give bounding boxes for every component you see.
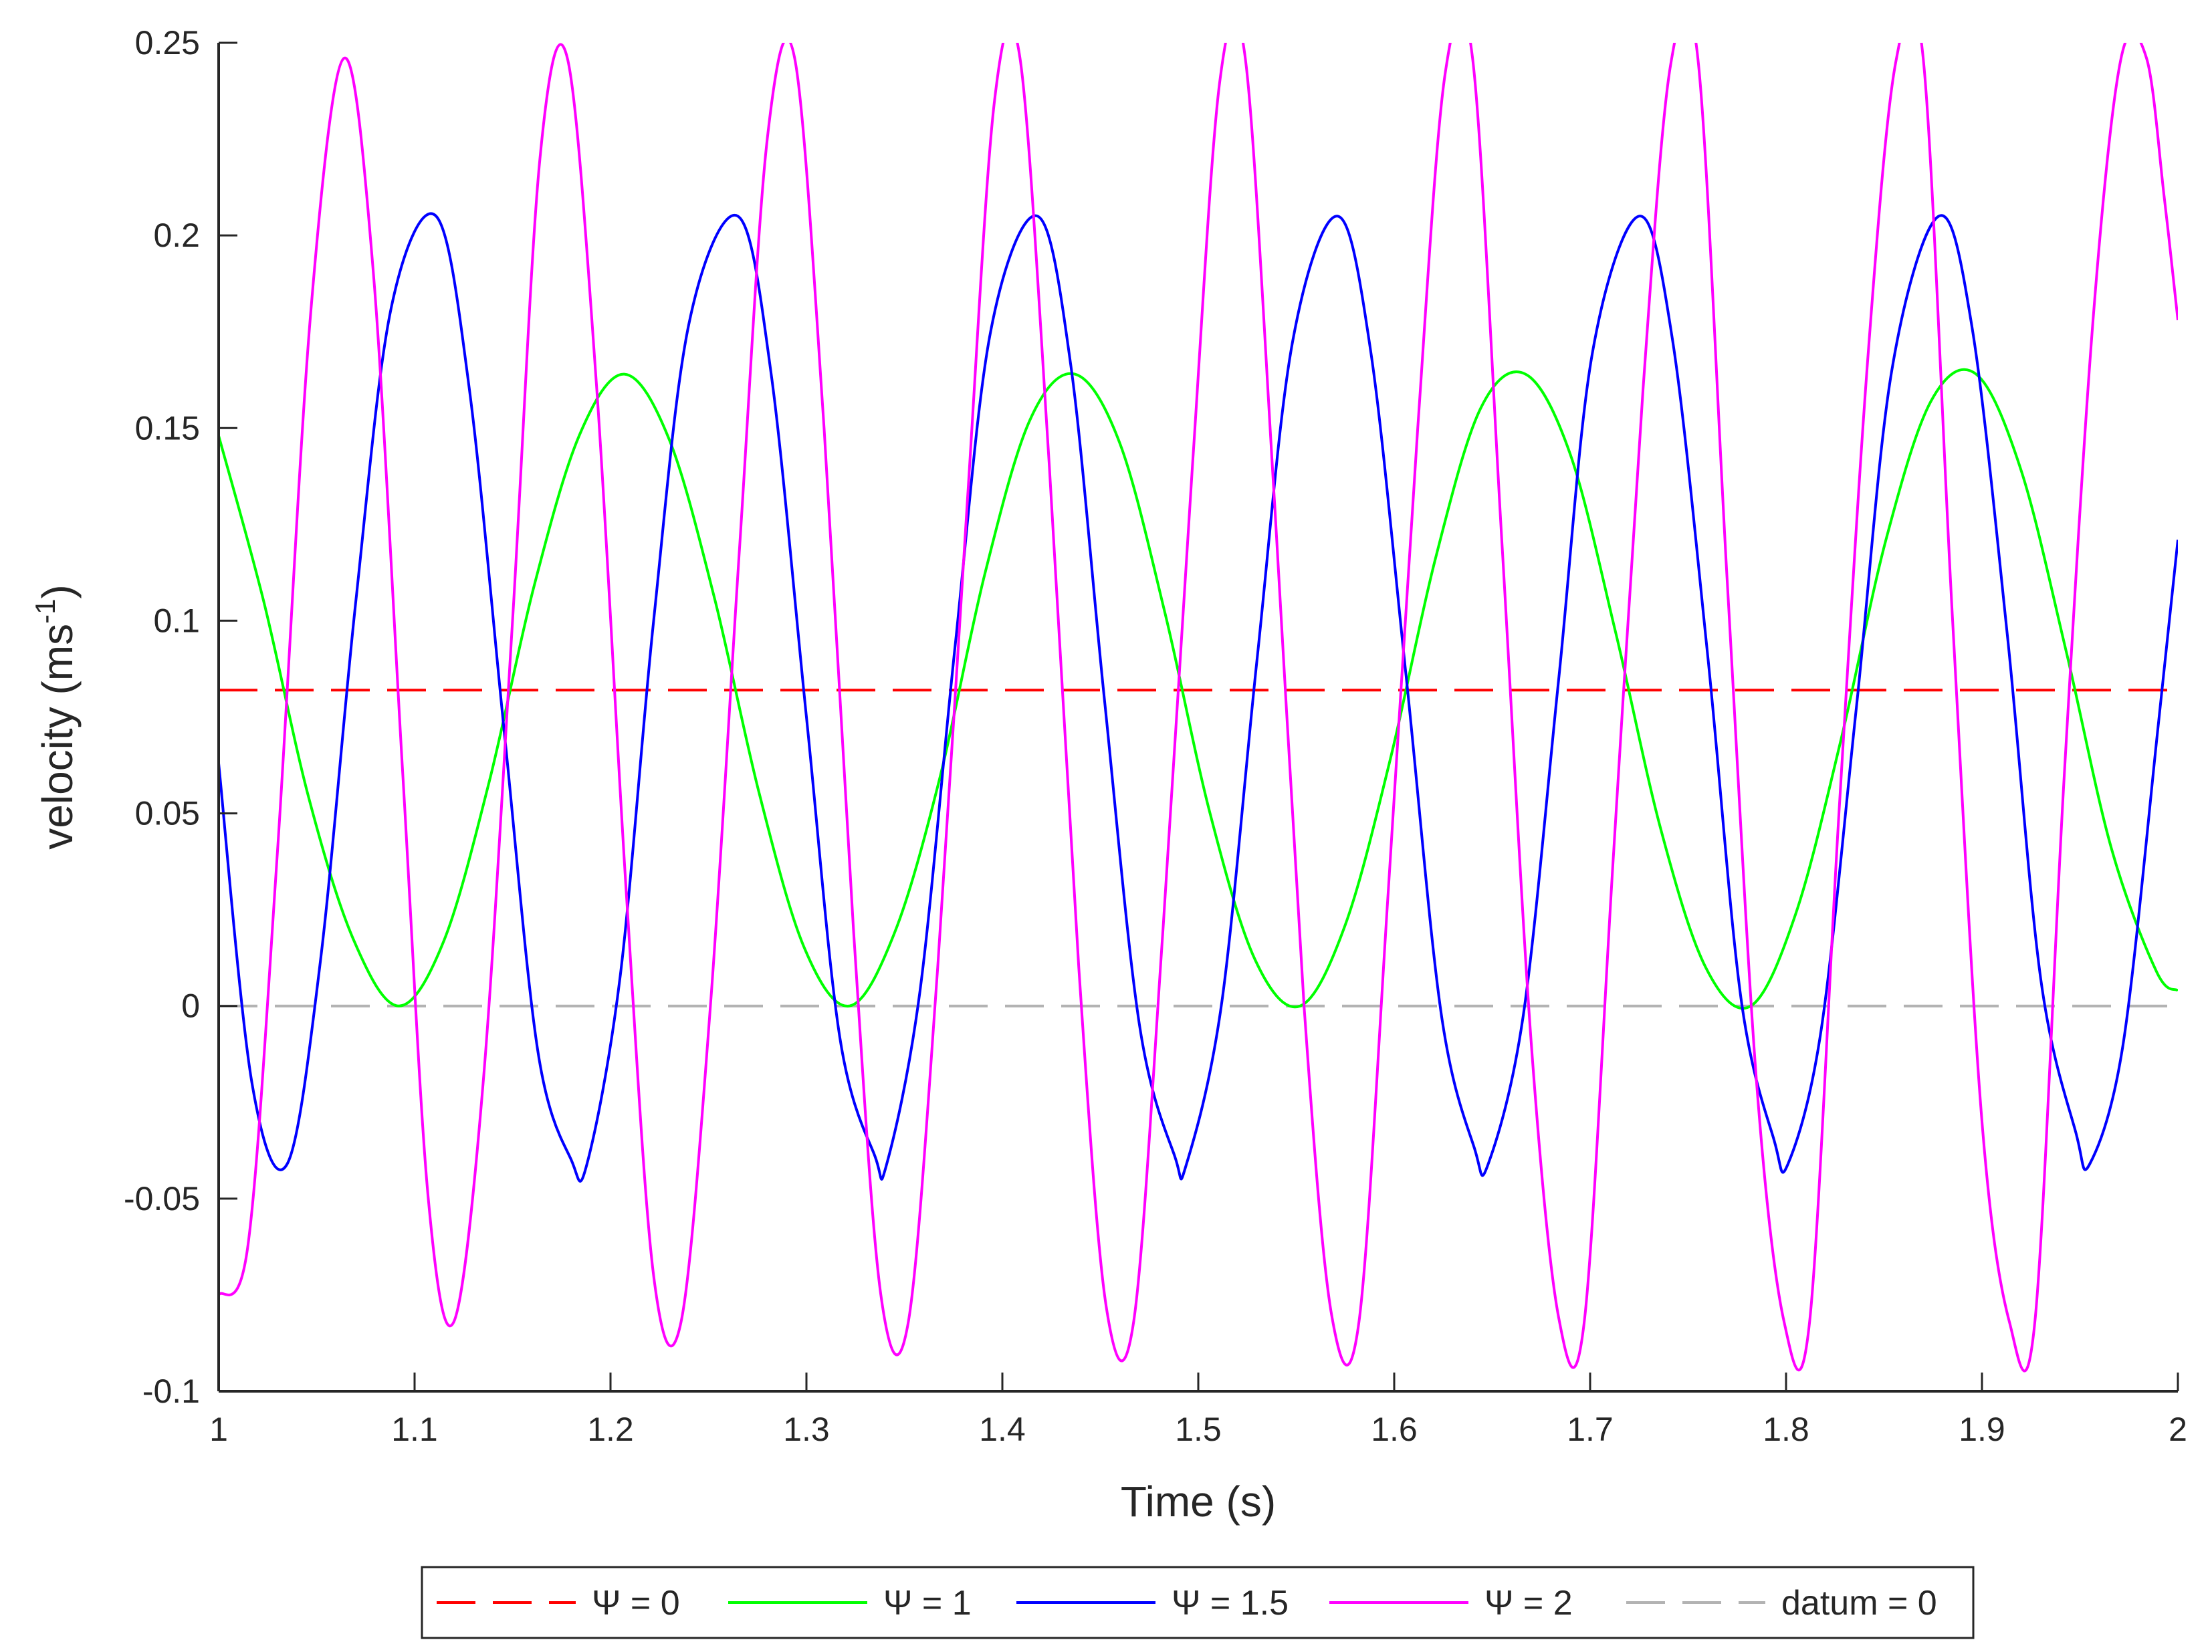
- y-tick-label: -0.05: [124, 1180, 200, 1217]
- x-tick-label: 1.5: [1175, 1411, 1222, 1448]
- legend-items: Ψ = 0 Ψ = 1 Ψ = 1.5 Ψ = 2 datum = 0: [437, 1584, 1937, 1623]
- y-tick-label: 0.05: [135, 795, 200, 832]
- y-axis-title-main: velocity (ms: [33, 624, 82, 850]
- y-axis-title: velocity (ms-1): [29, 584, 82, 849]
- x-tick-label: 1.8: [1763, 1411, 1809, 1448]
- series-line-3: [219, 43, 2178, 1373]
- y-axis-title-superscript: -1: [29, 599, 61, 624]
- x-tick-label: 1: [209, 1411, 228, 1448]
- y-tick-label: 0.1: [153, 602, 200, 639]
- x-tick-label: 1.6: [1371, 1411, 1418, 1448]
- legend-label-3: Ψ = 2: [1484, 1584, 1573, 1623]
- x-tick-label: 1.9: [1959, 1411, 2005, 1448]
- series-line-1: [219, 368, 2178, 1010]
- legend-label-0: Ψ = 0: [592, 1584, 680, 1623]
- legend-label-1: Ψ = 1: [883, 1584, 972, 1623]
- y-ticks: -0.1 -0.05 0 0.05 0.1 0.15 0.2 0.25: [124, 24, 237, 1410]
- x-tick-label: 1.2: [587, 1411, 634, 1448]
- y-tick-label: 0.2: [153, 217, 200, 254]
- x-tick-label: 1.3: [783, 1411, 830, 1448]
- y-tick-label: -0.1: [142, 1373, 200, 1410]
- x-tick-label: 1.4: [979, 1411, 1026, 1448]
- series-line-2: [219, 212, 2178, 1183]
- x-ticks: 1 1.1 1.2 1.3 1.4 1.5 1.6 1.7 1.8 1.9 2: [209, 1373, 2187, 1448]
- y-axis-title-close: ): [33, 584, 82, 598]
- legend-label-4: datum = 0: [1781, 1584, 1937, 1623]
- x-axis-title: Time (s): [1121, 1478, 1276, 1526]
- y-tick-label: 0.25: [135, 24, 200, 62]
- y-tick-label: 0: [181, 987, 200, 1025]
- axes: 1 1.1 1.2 1.3 1.4 1.5 1.6 1.7 1.8 1.9 2 -0.1 -0.05 0…: [124, 24, 2187, 1448]
- series-layer: [219, 43, 2178, 1373]
- x-tick-label: 1.1: [391, 1411, 438, 1448]
- legend-label-2: Ψ = 1.5: [1172, 1584, 1289, 1623]
- x-tick-label: 2: [2169, 1411, 2187, 1448]
- y-tick-label: 0.15: [135, 409, 200, 447]
- x-tick-label: 1.7: [1567, 1411, 1614, 1448]
- legend: Ψ = 0 Ψ = 1 Ψ = 1.5 Ψ = 2 datum = 0: [421, 1566, 1975, 1639]
